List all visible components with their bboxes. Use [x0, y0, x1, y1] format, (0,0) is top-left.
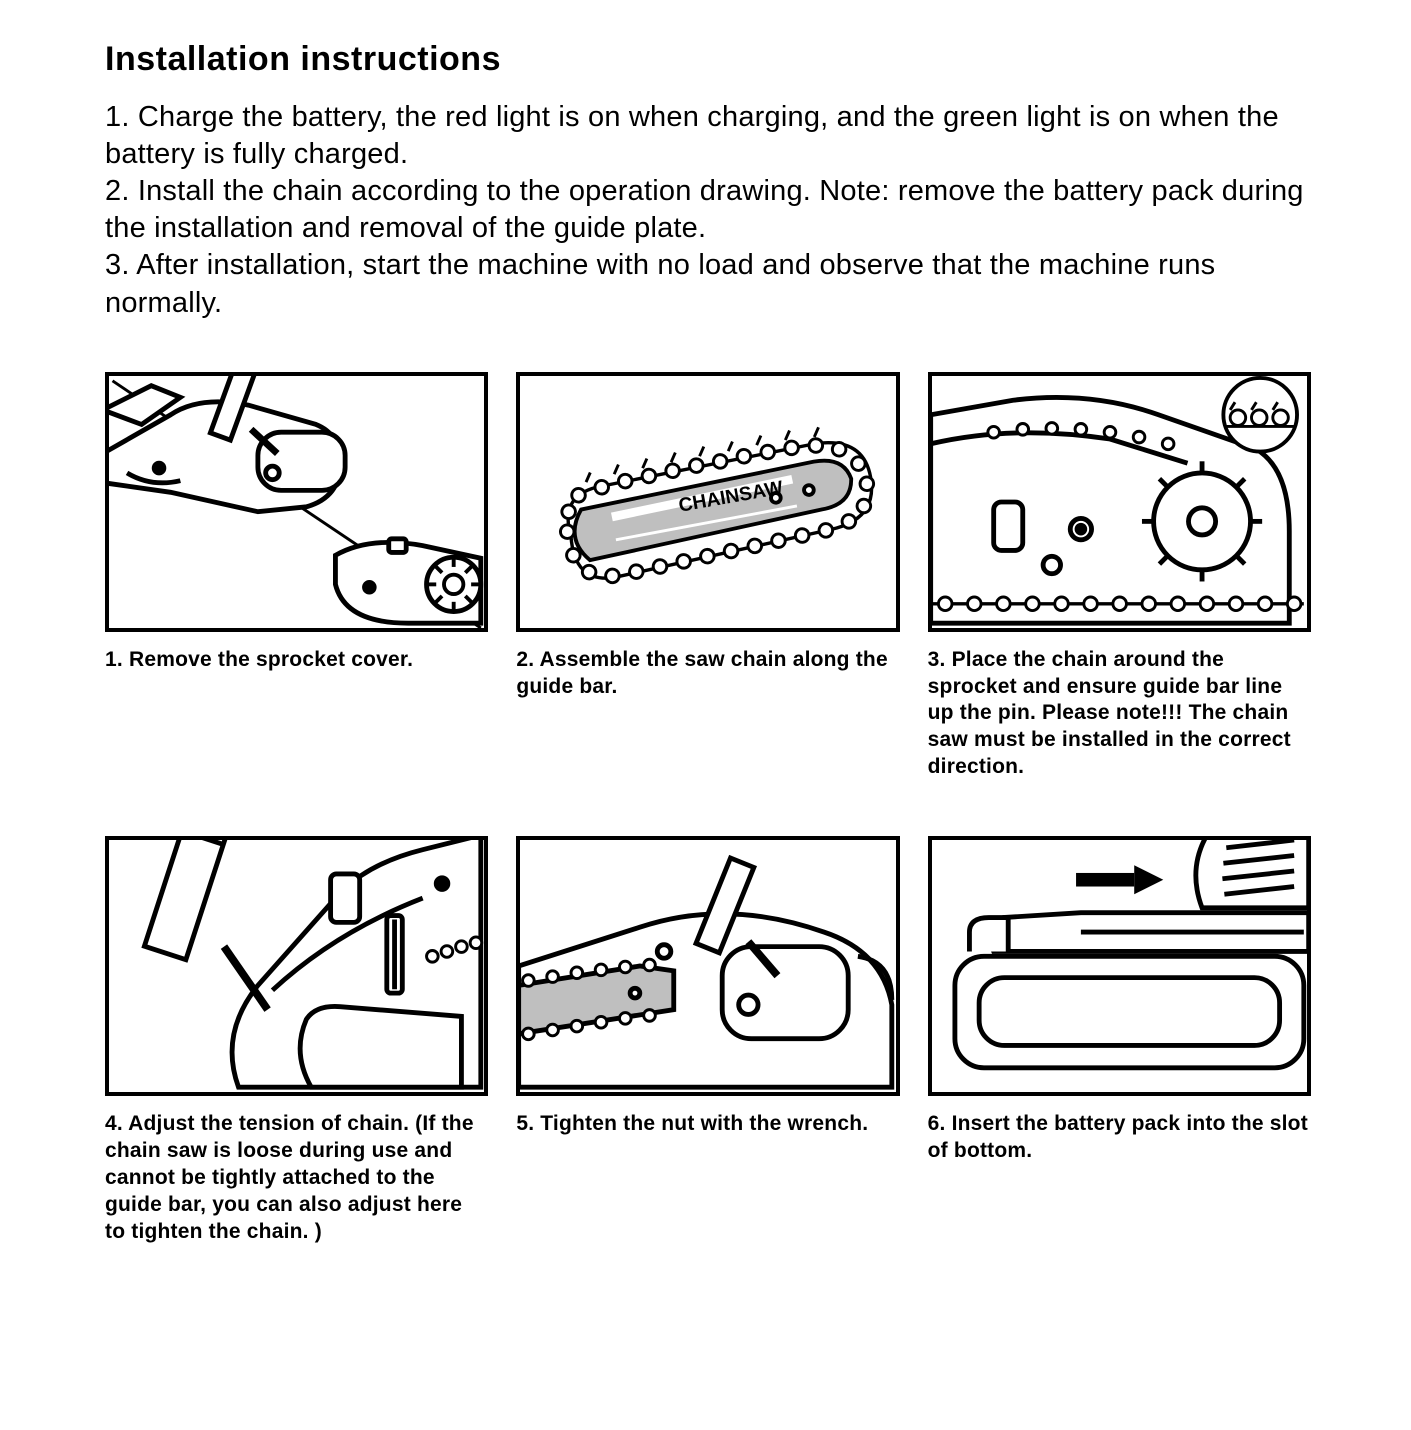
- step-4-caption: 4. Adjust the tension of chain. (If the …: [105, 1111, 488, 1245]
- remove-sprocket-cover-icon: [109, 376, 484, 628]
- arrow-right-icon: [1076, 865, 1163, 894]
- assemble-chain-icon: CHAINSAW: [520, 376, 895, 628]
- place-chain-sprocket-icon: [932, 376, 1307, 628]
- step-3-caption: 3. Place the chain around the sprocket a…: [928, 647, 1311, 781]
- intro-line-3: 3. After installation, start the machine…: [105, 247, 1311, 321]
- step-1: 1. Remove the sprocket cover.: [105, 372, 488, 781]
- step-4: 4. Adjust the tension of chain. (If the …: [105, 836, 488, 1245]
- step-3-figure: [928, 372, 1311, 632]
- step-3: 3. Place the chain around the sprocket a…: [928, 372, 1311, 781]
- step-6-caption: 6. Insert the battery pack into the slot…: [928, 1111, 1311, 1165]
- step-2-figure: CHAINSAW: [516, 372, 899, 632]
- step-1-caption: 1. Remove the sprocket cover.: [105, 647, 488, 674]
- step-6: 6. Insert the battery pack into the slot…: [928, 836, 1311, 1245]
- instruction-page: Installation instructions 1. Charge the …: [0, 0, 1411, 1305]
- intro-line-2: 2. Install the chain according to the op…: [105, 173, 1311, 247]
- step-2: CHAINSAW: [516, 372, 899, 781]
- intro-line-1: 1. Charge the battery, the red light is …: [105, 99, 1311, 173]
- steps-grid: 1. Remove the sprocket cover. C: [105, 372, 1311, 1246]
- step-5-caption: 5. Tighten the nut with the wrench.: [516, 1111, 899, 1138]
- step-6-figure: [928, 836, 1311, 1096]
- page-title: Installation instructions: [105, 40, 1311, 79]
- step-1-figure: [105, 372, 488, 632]
- adjust-tension-icon: [109, 840, 484, 1092]
- step-4-figure: [105, 836, 488, 1096]
- insert-battery-icon: [932, 840, 1307, 1092]
- step-5-figure: [516, 836, 899, 1096]
- tighten-nut-icon: [520, 840, 895, 1092]
- step-5: 5. Tighten the nut with the wrench.: [516, 836, 899, 1245]
- step-2-caption: 2. Assemble the saw chain along the guid…: [516, 647, 899, 701]
- intro-block: 1. Charge the battery, the red light is …: [105, 99, 1311, 322]
